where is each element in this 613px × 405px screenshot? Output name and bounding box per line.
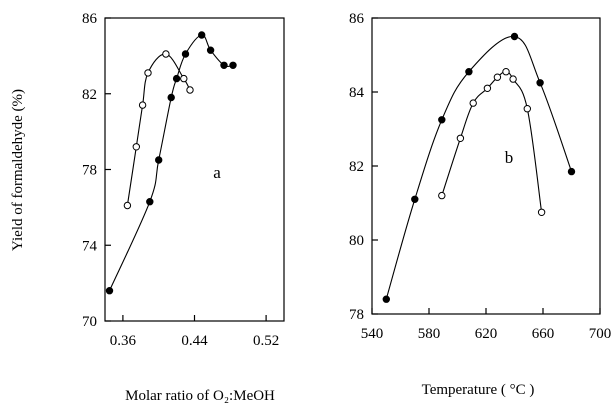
panel-b-series-2-point: [523, 105, 531, 113]
panel-a-series-1-point: [162, 50, 170, 58]
panel-a: Yield of formaldehyde (%) Molar ratio of…: [10, 11, 285, 404]
panel-b-y-tick-label: 84: [349, 85, 365, 101]
panel-b-series-1-point: [536, 79, 544, 87]
panel-b-x-tick-label: 580: [418, 326, 441, 342]
panel-b-series-2-point: [469, 99, 477, 107]
panel-a-x-tick-label: 0.52: [253, 333, 279, 349]
panel-a-x-tick-label: 0.36: [110, 333, 137, 349]
panel-a-series-1-point: [123, 201, 132, 210]
panel-b-x-tick-label: 620: [475, 326, 498, 342]
panel-b-series-2-point: [537, 208, 546, 217]
panel-a-y-tick-label: 86: [82, 11, 98, 27]
panel-b-annotation: b: [505, 148, 514, 167]
panel-b-series-1-point: [465, 68, 473, 76]
panel-b-series-2-point: [456, 134, 465, 143]
panel-a-series-2-point: [105, 287, 114, 295]
panel-a-y-tick-label: 82: [82, 87, 97, 103]
panel-b-y-tick-label: 78: [349, 307, 364, 323]
panel-a-series-1-point: [144, 69, 152, 77]
panel-a-series-1-point: [186, 86, 194, 94]
panel-b-series-2-point: [509, 75, 517, 83]
panel-a-y-tick-label: 78: [82, 163, 97, 179]
panel-a-series-2-point: [206, 46, 215, 54]
panel-a-series-2-point: [172, 74, 181, 83]
panel-a-series-2-line: [108, 34, 234, 291]
panel-a-series-1-point: [138, 101, 147, 109]
panel-b-series-2-line: [441, 71, 543, 213]
panel-b-y-tick-label: 82: [349, 159, 364, 175]
panel-b-marks: 540 580 620 660 700 78 80 82 84 86: [349, 11, 611, 342]
panel-a-annotation: a: [213, 163, 221, 182]
panel-b-series-1-point: [382, 295, 390, 303]
panel-b-series-1-point: [567, 167, 576, 176]
panel-a-x-axis-label: Molar ratio of O₂:MeOH: [125, 388, 275, 404]
panel-a-series-1-point: [180, 74, 188, 83]
panel-b-series-2-point: [483, 84, 492, 93]
panel-b-series-1-point: [438, 116, 446, 124]
panel-b-series-1-point: [411, 195, 419, 204]
panel-b-y-tick-label: 86: [349, 11, 365, 27]
panel-a-series-2-point: [198, 31, 206, 39]
panel-a-series-1-line: [126, 53, 191, 206]
panel-a-series-1-point: [132, 143, 141, 151]
panel-a-marks: 0.36 0.44 0.52 70 74 78 82 86: [82, 11, 279, 349]
panel-b-series-1-line: [385, 35, 573, 300]
panel-b-series-2-point: [502, 68, 510, 76]
panel-b-y-tick-label: 80: [349, 233, 364, 249]
panel-a-series-2-point: [155, 156, 163, 164]
panel-a-series-2-point: [220, 61, 228, 70]
panel-b-series-1-point: [510, 32, 519, 41]
panel-b-series-2-point: [493, 73, 502, 81]
panel-b-series-2-point: [438, 191, 446, 200]
panel-b-x-tick-label: 660: [532, 326, 555, 342]
panel-a-y-tick-label: 74: [82, 238, 98, 254]
panel-a-series-2-point: [229, 61, 237, 70]
panel-b-x-tick-label: 540: [361, 326, 384, 342]
panel-a-y-axis-label: Yield of formaldehyde (%): [10, 89, 26, 251]
panel-a-y-tick-label: 70: [82, 314, 97, 330]
panel-a-series-2-point: [167, 93, 175, 102]
panel-b-x-axis-label: Temperature ( °C ): [422, 382, 535, 398]
panel-b-x-tick-label: 700: [589, 326, 612, 342]
panel-b: Temperature ( °C ) b 540 580 620 660 700 78 80…: [349, 11, 611, 398]
panel-a-series-2-point: [181, 50, 190, 58]
panel-a-plot-frame: [104, 17, 285, 322]
panel-b-plot-frame: [371, 17, 601, 315]
panel-a-series-2-point: [146, 198, 154, 206]
panel-a-x-tick-label: 0.44: [181, 333, 208, 349]
